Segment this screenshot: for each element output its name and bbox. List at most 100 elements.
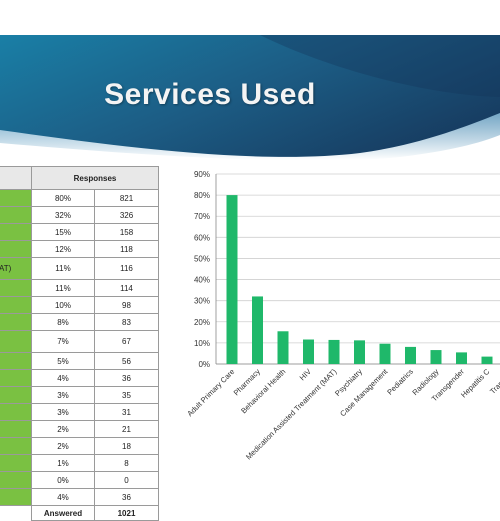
table-row: 7% 67 — [0, 330, 159, 353]
table-row: AT) 11% 116 — [0, 257, 159, 280]
row-percent: 4% — [31, 488, 95, 506]
row-percent: 2% — [31, 420, 95, 438]
y-tick-label: 20% — [194, 318, 210, 327]
row-count: 36 — [94, 369, 159, 387]
row-answer-label — [0, 420, 32, 438]
row-percent: 7% — [31, 330, 95, 353]
table-row: 3% 31 — [0, 403, 159, 421]
table-row: 4% 36 — [0, 488, 159, 506]
row-answer-label — [0, 206, 32, 224]
y-tick-label: 70% — [194, 212, 210, 221]
row-count: 98 — [94, 296, 159, 314]
row-count: 158 — [94, 223, 159, 241]
row-answer-label — [0, 454, 32, 472]
answered-label: Answered — [31, 505, 95, 521]
table-row: 32% 326 — [0, 206, 159, 224]
row-percent: 5% — [31, 352, 95, 370]
row-percent: 0% — [31, 471, 95, 489]
table-row: 11% 114 — [0, 279, 159, 297]
y-tick-label: 0% — [198, 360, 210, 369]
row-answer-label — [0, 488, 32, 506]
table-row: 0% 0 — [0, 471, 159, 489]
bar — [379, 343, 391, 364]
table-row: 4% 36 — [0, 369, 159, 387]
row-percent: 4% — [31, 369, 95, 387]
row-answer-label — [0, 279, 32, 297]
bar — [226, 195, 238, 364]
y-tick-label: 10% — [194, 339, 210, 348]
banner-graphic — [0, 35, 500, 160]
answered-count: 1021 — [94, 505, 159, 521]
services-bar-chart: 0% 10% 20% 30% 40% 50% 60% 70% 80% 90% Adult Prima… — [180, 166, 500, 500]
table-header-responses: Responses — [31, 166, 159, 190]
responses-table: Responses 80% 821 32% 326 15% 158 12% 118 AT) 11%… — [0, 166, 159, 521]
bar — [354, 340, 365, 364]
row-percent: 10% — [31, 296, 95, 314]
row-percent: 15% — [31, 223, 95, 241]
row-answer-label — [0, 437, 32, 455]
row-count: 0 — [94, 471, 159, 489]
row-answer-label — [0, 240, 32, 258]
row-count: 36 — [94, 488, 159, 506]
title-banner — [0, 35, 500, 160]
row-answer-label — [0, 223, 32, 241]
row-percent: 32% — [31, 206, 95, 224]
row-percent: 3% — [31, 403, 95, 421]
row-answer-label — [0, 189, 32, 207]
row-count: 8 — [94, 454, 159, 472]
row-percent: 3% — [31, 386, 95, 404]
row-count: 31 — [94, 403, 159, 421]
table-row: 1% 8 — [0, 454, 159, 472]
bar — [430, 350, 442, 364]
table-row: 5% 56 — [0, 352, 159, 370]
row-percent: 80% — [31, 189, 95, 207]
row-count: 83 — [94, 313, 159, 331]
row-answer-label — [0, 403, 32, 421]
row-answer-label: AT) — [0, 257, 32, 280]
row-answer-label — [0, 296, 32, 314]
y-tick-label: 60% — [194, 233, 210, 242]
table-row: 12% 118 — [0, 240, 159, 258]
row-answer-label — [0, 352, 32, 370]
x-tick-label: HIV — [298, 367, 313, 382]
table-row: 8% 83 — [0, 313, 159, 331]
bar — [328, 339, 340, 364]
row-percent: 2% — [31, 437, 95, 455]
row-count: 116 — [94, 257, 159, 280]
table-header-answer — [0, 166, 32, 190]
row-percent: 1% — [31, 454, 95, 472]
row-percent: 8% — [31, 313, 95, 331]
row-count: 326 — [94, 206, 159, 224]
y-tick-label: 80% — [194, 191, 210, 200]
row-answer-label — [0, 369, 32, 387]
table-row: 3% 35 — [0, 386, 159, 404]
x-tick-label: Transport — [488, 366, 500, 396]
x-tick-label: Behavioral Health — [239, 367, 287, 415]
row-count: 56 — [94, 352, 159, 370]
bar — [481, 356, 493, 364]
y-tick-label: 50% — [194, 254, 210, 263]
row-count: 35 — [94, 386, 159, 404]
y-tick-label: 30% — [194, 297, 210, 306]
row-percent: 11% — [31, 257, 95, 280]
table-row: 10% 98 — [0, 296, 159, 314]
bar — [277, 331, 289, 364]
x-tick-label: Medication Assisted Treatment (MAT) — [244, 367, 339, 462]
row-count: 114 — [94, 279, 159, 297]
bar — [456, 352, 467, 364]
row-count: 67 — [94, 330, 159, 353]
bar — [405, 346, 416, 364]
bar — [252, 296, 263, 364]
y-tick-label: 90% — [194, 170, 210, 179]
row-answer-label — [0, 313, 32, 331]
row-answer-label — [0, 471, 32, 489]
row-count: 18 — [94, 437, 159, 455]
row-count: 821 — [94, 189, 159, 207]
slide-title: Services Used — [104, 78, 316, 111]
row-count: 21 — [94, 420, 159, 438]
x-tick-label: Pediatrics — [385, 367, 415, 397]
bar — [303, 339, 314, 364]
row-percent: 11% — [31, 279, 95, 297]
row-answer-label — [0, 386, 32, 404]
table-row: 15% 158 — [0, 223, 159, 241]
